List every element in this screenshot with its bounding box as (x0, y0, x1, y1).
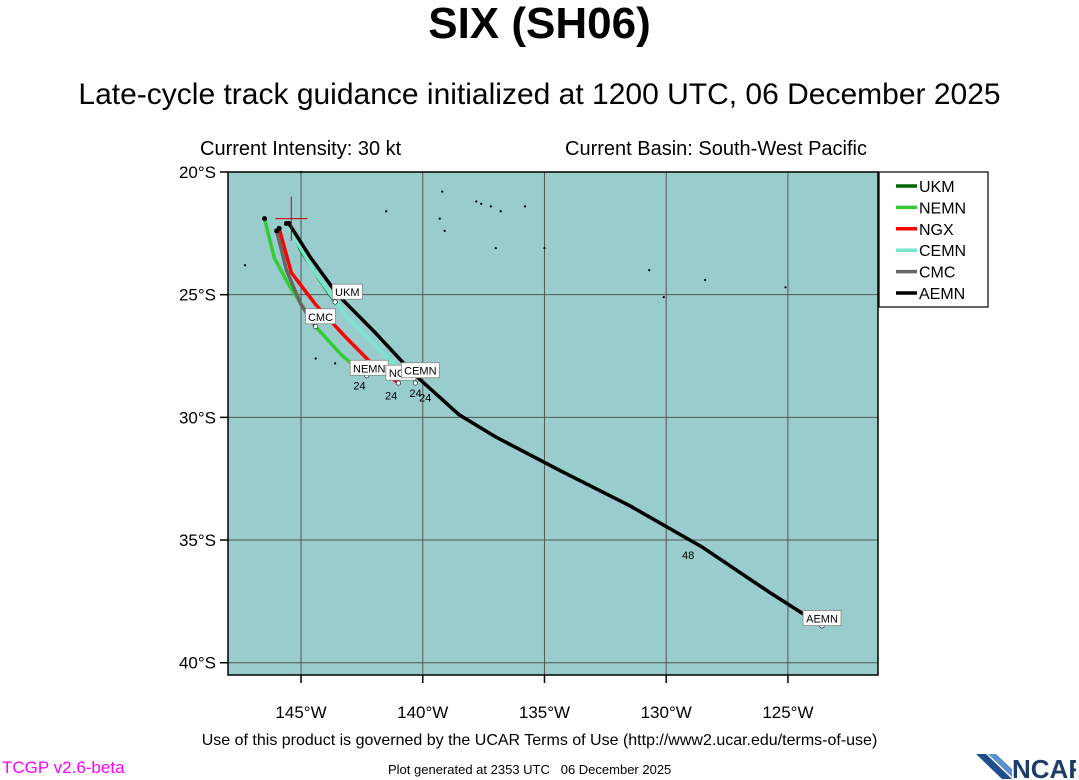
legend: UKM NEMN NGX CEMN CMC AEMN (878, 171, 989, 308)
hour-mark-nemn: 24 (353, 380, 365, 392)
island-dot-13 (704, 278, 707, 282)
island-dot-10 (494, 246, 497, 250)
island-dot-18 (334, 362, 337, 365)
lon-tick-label: 130°W (641, 703, 692, 722)
track-end-ngx (395, 380, 401, 386)
ncar-logo: NCAR (976, 754, 1076, 780)
lon-tick-label: 140°W (397, 703, 448, 722)
lat-tick-label: 30°S (179, 408, 216, 427)
lat-tick-label: 20°S (179, 163, 216, 182)
legend-label-ngx: NGX (919, 222, 954, 239)
generated-timestamp: Plot generated at 2353 UTC 06 December 2… (388, 762, 672, 777)
map-axes: 145°W 140°W 135°W 130°W 125°W 20°S 25°S 30°S 35°… (179, 163, 814, 722)
track-end-ukm (332, 299, 338, 305)
page-title: SIX (SH06) (428, 0, 651, 48)
lat-tick-label: 40°S (179, 654, 216, 673)
island-dot-5 (475, 200, 478, 203)
end-label-cemn: CEMN (404, 366, 436, 378)
legend-label-nemn: NEMN (919, 200, 966, 217)
map-frame (227, 171, 879, 676)
island-dot-8 (438, 217, 441, 220)
track-start-aemn (286, 221, 292, 227)
island-dot-4 (523, 205, 527, 208)
lat-tick-label: 25°S (179, 286, 216, 305)
hour-mark-aemn: 48 (682, 550, 694, 562)
end-label-box-aemn (802, 610, 842, 626)
end-label-aemn: AEMN (806, 614, 838, 626)
lon-tick-label: 135°W (519, 703, 570, 722)
lon-tick-label: 125°W (762, 703, 813, 722)
end-label-cmc: CMC (308, 312, 333, 324)
track-end-cmc (313, 324, 319, 330)
legend-label-cemn: CEMN (919, 243, 966, 260)
end-label-box-cmc (305, 308, 336, 325)
island-dot-15 (662, 296, 665, 299)
island-dot-16 (243, 264, 247, 267)
hour-mark-ngx: 24 (385, 390, 397, 402)
ncar-logo-text: NCAR (1012, 754, 1076, 780)
end-label-ukm: UKM (335, 287, 359, 299)
island-dot-2 (480, 202, 483, 205)
legend-label-aemn: AEMN (919, 286, 965, 303)
current-intensity: Current Intensity: 30 kt (200, 138, 402, 160)
track-end-cemn (412, 380, 418, 386)
version-label: TCGP v2.6-beta (2, 758, 125, 777)
end-label-box-ukm (331, 283, 363, 300)
legend-label-cmc: CMC (919, 265, 955, 282)
lon-tick-label: 145°W (275, 703, 326, 722)
track-start-cmc (274, 228, 280, 234)
end-label-nemn: NEMN (353, 363, 385, 375)
legend-label-ukm: UKM (919, 179, 955, 196)
page-subtitle: Late-cycle track guidance initialized at… (78, 78, 1001, 111)
island-dot-7 (385, 210, 388, 213)
end-label-box-cemn (400, 362, 440, 379)
storm-position-marker (275, 196, 308, 241)
current-basin: Current Basin: South-West Pacific (565, 138, 867, 160)
hour-mark-aemn: 24 (419, 393, 431, 405)
terms-of-use[interactable]: Use of this product is governed by the U… (201, 732, 878, 749)
island-dot-12 (648, 269, 651, 272)
island-dot-14 (784, 286, 787, 289)
track-start-nemn (262, 216, 268, 222)
island-dot-6 (489, 205, 493, 208)
island-dot-3 (499, 210, 502, 213)
island-dot-9 (443, 229, 446, 232)
island-dot-17 (314, 357, 317, 360)
lat-tick-label: 35°S (179, 531, 216, 550)
legend-box (878, 171, 989, 308)
island-dot-11 (543, 246, 546, 250)
hour-mark-cemn: 24 (409, 388, 421, 400)
island-dot-1 (441, 190, 444, 193)
